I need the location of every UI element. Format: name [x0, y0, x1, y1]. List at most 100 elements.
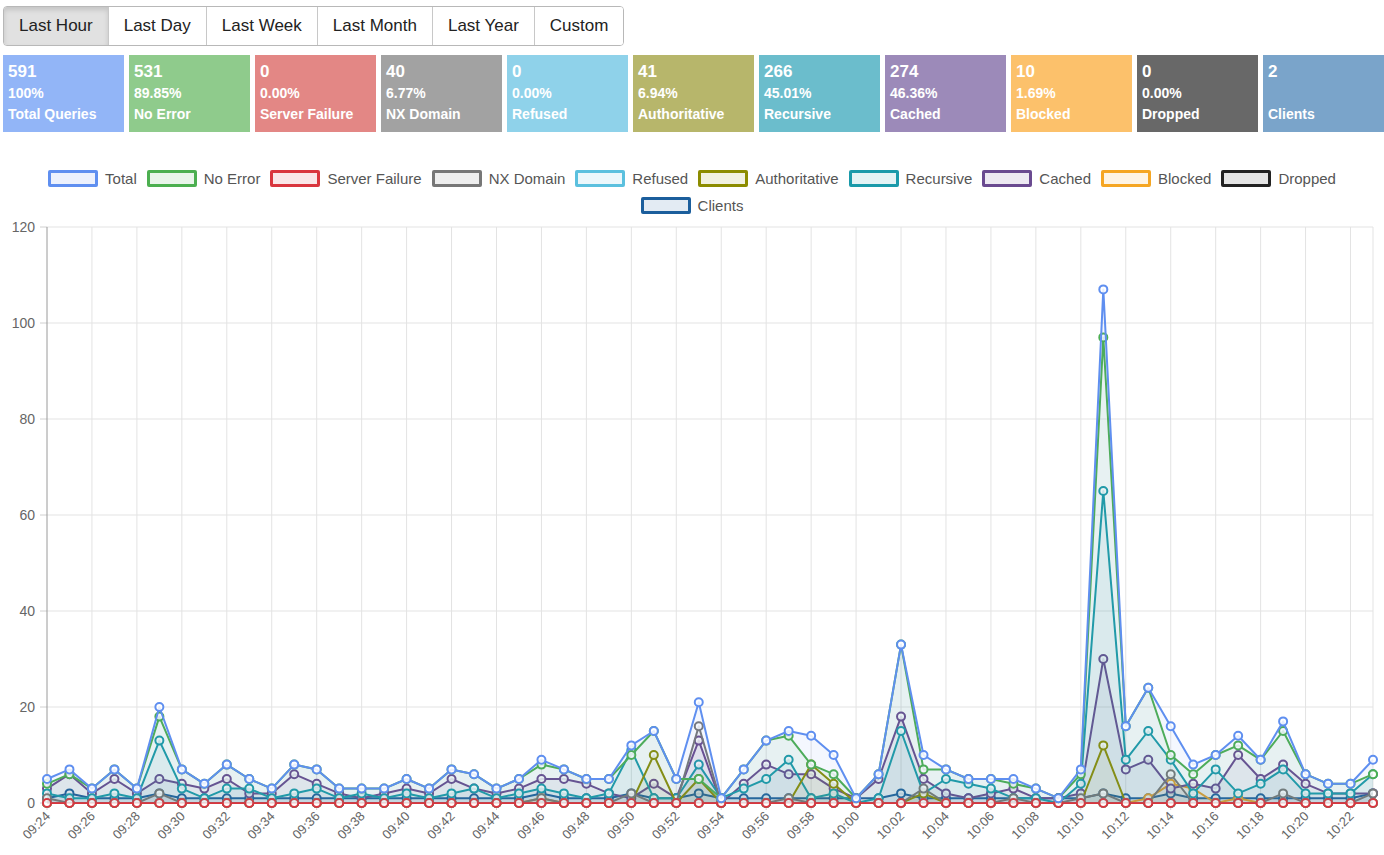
y-tick-label: 80 [19, 411, 35, 427]
series-point [1054, 794, 1062, 802]
series-point [717, 794, 725, 802]
series-point [582, 775, 590, 783]
series-point [133, 785, 141, 793]
y-tick [40, 419, 47, 420]
series-point [43, 775, 51, 783]
y-grid-line [47, 515, 1373, 516]
series-point [740, 765, 748, 773]
series-point [875, 770, 883, 778]
series-point [807, 732, 815, 740]
stat-label: NX Domain [386, 104, 497, 125]
x-tick-label: 10:02 [874, 809, 908, 843]
stat-percent: 6.94% [638, 83, 749, 104]
series-point [987, 775, 995, 783]
stat-percent: 6.77% [386, 83, 497, 104]
series-point [1189, 761, 1197, 769]
x-tick-label: 10:08 [1008, 809, 1042, 843]
series-point [942, 765, 950, 773]
x-grid-line [361, 227, 362, 803]
legend-item: Server Failure [270, 165, 421, 192]
time-range-button[interactable]: Last Week [207, 7, 318, 45]
series-point [852, 794, 860, 802]
series-point [852, 794, 860, 802]
legend-item: Cached [982, 165, 1091, 192]
series-point [1032, 785, 1040, 793]
series-point [672, 775, 680, 783]
legend-item: Total [48, 165, 137, 192]
stat-label: Refused [512, 104, 623, 125]
series-point [403, 775, 411, 783]
time-range-button[interactable]: Custom [535, 7, 624, 45]
stat-label: Clients [1268, 104, 1379, 125]
series-point [470, 770, 478, 778]
series-point [200, 780, 208, 788]
stat-percent: 0.00% [260, 83, 371, 104]
legend-item: Recursive [849, 165, 973, 192]
legend-swatch [698, 170, 748, 187]
stat-value: 0 [512, 61, 623, 83]
legend-swatch [849, 170, 899, 187]
y-tick [40, 227, 47, 228]
time-range-button[interactable]: Last Hour [4, 7, 109, 45]
series-point [1347, 780, 1355, 788]
series-point [268, 785, 276, 793]
time-range-button[interactable]: Last Month [318, 7, 433, 45]
x-tick-label: 09:30 [154, 809, 188, 843]
series-point [1054, 794, 1062, 802]
legend-item: Authoritative [698, 165, 838, 192]
series-point [852, 794, 860, 802]
x-grid-line [1305, 227, 1306, 803]
stat-value: 0 [260, 61, 371, 83]
series-point [1347, 780, 1355, 788]
y-tick [40, 323, 47, 324]
series-point [875, 770, 883, 778]
stat-card: 53189.85%No Error [129, 55, 250, 132]
series-point [335, 785, 343, 793]
legend-swatch-fill [644, 200, 688, 211]
series-point [515, 775, 523, 783]
series-point [1302, 770, 1310, 778]
x-grid-line [496, 227, 497, 803]
time-range-button[interactable]: Last Day [109, 7, 207, 45]
series-point [920, 751, 928, 759]
stat-percent: 89.85% [134, 83, 245, 104]
series-point [223, 761, 231, 769]
stat-percent: 46.36% [890, 83, 1001, 104]
chart: 02040608010012009:2409:2609:2809:3009:32… [0, 0, 1384, 855]
series-point [605, 775, 613, 783]
x-tick-label: 09:36 [289, 809, 323, 843]
x-grid-line [406, 227, 407, 803]
series-point [425, 785, 433, 793]
series-point [1077, 765, 1085, 773]
y-tick [40, 515, 47, 516]
plot-area [43, 285, 1377, 807]
x-grid-line [945, 227, 946, 803]
x-tick-label: 10:20 [1278, 809, 1312, 843]
time-range-button[interactable]: Last Year [433, 7, 535, 45]
x-tick-label: 10:00 [829, 809, 863, 843]
x-grid-line [136, 227, 137, 803]
stat-value: 266 [764, 61, 875, 83]
series-point [268, 785, 276, 793]
x-tick-label: 10:18 [1233, 809, 1267, 843]
stat-label: No Error [134, 104, 245, 125]
series-point [88, 785, 96, 793]
x-grid-line [181, 227, 182, 803]
stat-card: 27446.36%Cached [885, 55, 1006, 132]
series-point [1212, 751, 1220, 759]
legend-label: Refused [632, 170, 688, 187]
series-point [88, 785, 96, 793]
stat-percent: 0.00% [512, 83, 623, 104]
x-tick-label: 09:32 [199, 809, 233, 843]
x-grid-line [1170, 227, 1171, 803]
series-area [47, 289, 1373, 803]
stat-label: Cached [890, 104, 1001, 125]
time-range-bar: Last HourLast DayLast WeekLast MonthLast… [3, 6, 624, 46]
stat-label: Recursive [764, 104, 875, 125]
series-point [582, 775, 590, 783]
x-tick-label: 09:52 [649, 809, 683, 843]
x-tick-label: 10:12 [1098, 809, 1132, 843]
stat-percent: 1.69% [1016, 83, 1127, 104]
series-point [964, 775, 972, 783]
stat-value: 10 [1016, 61, 1127, 83]
